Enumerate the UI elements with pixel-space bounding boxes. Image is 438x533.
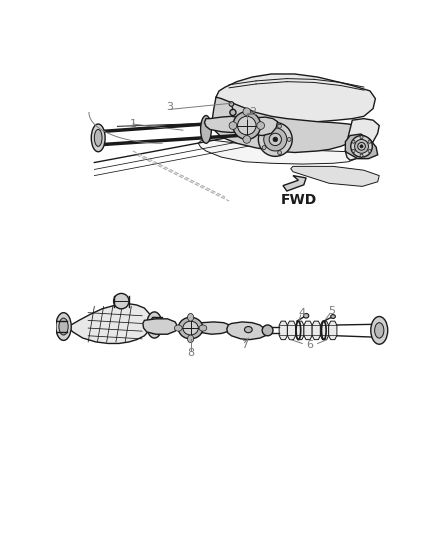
Polygon shape	[250, 117, 278, 135]
Text: 8: 8	[187, 348, 194, 358]
Polygon shape	[227, 322, 268, 340]
Polygon shape	[67, 303, 152, 343]
Polygon shape	[287, 321, 296, 340]
Text: 7: 7	[241, 340, 248, 350]
Polygon shape	[296, 321, 304, 340]
Ellipse shape	[278, 151, 282, 155]
Polygon shape	[346, 119, 379, 160]
Ellipse shape	[262, 146, 266, 149]
Ellipse shape	[237, 116, 256, 135]
Ellipse shape	[187, 335, 194, 343]
Polygon shape	[143, 319, 177, 334]
Text: FWD: FWD	[280, 193, 317, 207]
Ellipse shape	[368, 149, 371, 152]
Polygon shape	[346, 134, 378, 159]
Ellipse shape	[187, 313, 194, 321]
Ellipse shape	[360, 135, 363, 139]
Ellipse shape	[352, 140, 355, 143]
Text: 6: 6	[307, 340, 314, 350]
Ellipse shape	[201, 116, 212, 143]
Text: 1: 1	[129, 119, 136, 129]
Ellipse shape	[304, 313, 309, 318]
Ellipse shape	[59, 318, 68, 335]
Ellipse shape	[360, 145, 363, 148]
Ellipse shape	[273, 137, 278, 142]
Ellipse shape	[229, 102, 234, 106]
Ellipse shape	[262, 325, 273, 336]
Polygon shape	[312, 321, 320, 340]
Ellipse shape	[199, 325, 207, 331]
Text: 3: 3	[166, 102, 173, 112]
Ellipse shape	[94, 130, 102, 147]
Ellipse shape	[287, 138, 291, 141]
Ellipse shape	[331, 314, 336, 318]
Ellipse shape	[91, 124, 105, 152]
Polygon shape	[291, 166, 379, 187]
Ellipse shape	[371, 317, 388, 344]
Ellipse shape	[147, 312, 162, 338]
Ellipse shape	[178, 317, 203, 339]
Text: 5: 5	[328, 306, 335, 316]
Ellipse shape	[355, 140, 368, 154]
Polygon shape	[205, 116, 248, 133]
Ellipse shape	[368, 140, 371, 143]
Polygon shape	[279, 321, 287, 340]
Ellipse shape	[258, 123, 292, 156]
Polygon shape	[198, 140, 360, 164]
Polygon shape	[216, 74, 375, 123]
Ellipse shape	[269, 133, 282, 146]
Ellipse shape	[243, 108, 251, 116]
Polygon shape	[283, 175, 306, 191]
Ellipse shape	[244, 327, 252, 333]
Ellipse shape	[113, 294, 129, 309]
Ellipse shape	[174, 325, 182, 331]
Text: 2: 2	[249, 108, 256, 117]
Ellipse shape	[257, 122, 265, 130]
Ellipse shape	[360, 154, 363, 157]
Ellipse shape	[374, 322, 384, 338]
Text: 4: 4	[299, 308, 306, 318]
Ellipse shape	[358, 142, 365, 150]
Ellipse shape	[278, 124, 282, 128]
Polygon shape	[320, 321, 328, 340]
Ellipse shape	[56, 313, 71, 341]
Ellipse shape	[243, 135, 251, 143]
Polygon shape	[212, 97, 360, 152]
Polygon shape	[199, 322, 231, 334]
Ellipse shape	[352, 149, 355, 152]
Ellipse shape	[230, 109, 236, 116]
Polygon shape	[328, 321, 337, 340]
Ellipse shape	[150, 317, 159, 333]
Ellipse shape	[264, 128, 287, 151]
Ellipse shape	[183, 321, 198, 335]
Ellipse shape	[233, 112, 261, 140]
Ellipse shape	[351, 135, 372, 157]
Ellipse shape	[262, 130, 266, 133]
Ellipse shape	[229, 122, 237, 130]
Polygon shape	[304, 321, 312, 340]
